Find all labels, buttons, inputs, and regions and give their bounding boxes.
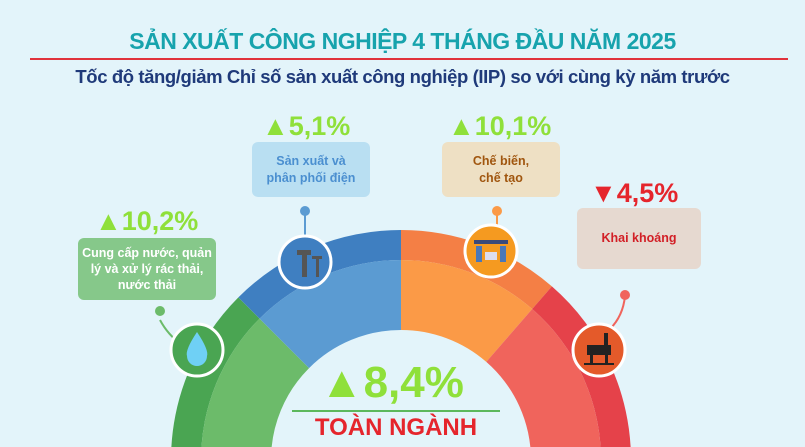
connector-dot-mining (620, 290, 630, 300)
sector-label-manufacturing: Chế biến, chế tạo (442, 142, 560, 197)
sector-label-electric: Sản xuất và phân phối điện (252, 142, 370, 197)
page-subtitle: Tốc độ tăng/giảm Chỉ số sản xuất công ng… (75, 66, 730, 87)
total-value: ▲8,4% (320, 358, 464, 407)
connector-dot-water (155, 306, 165, 316)
oil-rig-icon (571, 322, 627, 378)
total-label: TOÀN NGÀNH (314, 414, 478, 441)
sector-value-water: ▲10,2% (95, 206, 199, 236)
factory-workers-icon (463, 223, 519, 279)
gauge-segment-manufacturing-inner (401, 260, 533, 362)
connector-dot-electric (300, 206, 310, 216)
gauge-segment-electric-inner (259, 260, 401, 369)
gauge-segment-mining-inner (486, 309, 601, 447)
total-divider (292, 410, 500, 412)
page-title: SẢN XUẤT CÔNG NGHIỆP 4 THÁNG ĐẦU NĂM 202… (129, 28, 676, 54)
power-pole-icon (277, 234, 333, 290)
sector-value-manufacturing: ▲10,1% (448, 111, 552, 141)
connector-dot-manufacturing (492, 206, 502, 216)
sector-label-mining: Khai khoáng (577, 208, 701, 269)
connector-mining (609, 295, 626, 330)
sector-value-mining: ▼4,5% (590, 178, 679, 208)
water-drop-icon (169, 322, 225, 378)
down-arrow-icon: ▼ (590, 178, 617, 208)
up-arrow-icon: ▲ (448, 111, 475, 141)
up-arrow-icon: ▲ (320, 358, 364, 407)
up-arrow-icon: ▲ (262, 111, 289, 141)
gauge-segment-water-inner (201, 318, 310, 447)
gauge-segment-water-outer (171, 297, 260, 447)
up-arrow-icon: ▲ (95, 206, 122, 236)
sector-label-water: Cung cấp nước, quản lý và xử lý rác thải… (78, 238, 216, 300)
sector-value-electric: ▲5,1% (262, 111, 351, 141)
title-divider (30, 58, 788, 60)
